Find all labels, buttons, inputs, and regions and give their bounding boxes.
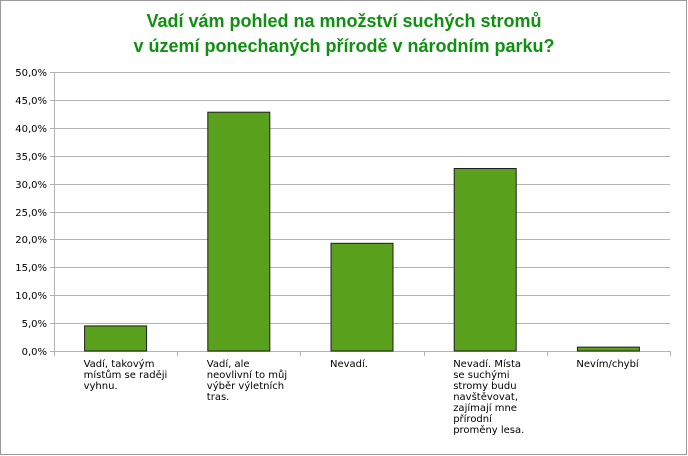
y-tick-label: 35,0%	[15, 152, 47, 163]
bar	[207, 111, 271, 352]
y-tick-label: 20,0%	[15, 235, 47, 246]
bar	[84, 325, 148, 352]
x-category-label-line: Nevadí.	[330, 359, 368, 370]
x-category-label-line: neovlivní to můj	[206, 370, 288, 381]
x-category-label-line: proměny lesa.	[453, 425, 525, 436]
y-tick-label: 45,0%	[15, 96, 47, 107]
x-category-label-line: přírodní	[453, 414, 492, 425]
x-category-label: Nevím/chybí	[576, 359, 676, 370]
x-category-label-line: výběr výletních	[206, 381, 285, 392]
y-tick-label: 25,0%	[15, 208, 47, 219]
x-category-label-line: Vadí, ale	[206, 359, 250, 370]
bar	[576, 346, 640, 352]
y-tick-label: 10,0%	[15, 291, 47, 302]
x-category-label-line: místům se raději	[83, 370, 168, 381]
x-category-label-line: Nevím/chybí	[576, 359, 639, 370]
chart-title-line-2: v území ponechaných přírodě v národním p…	[133, 36, 555, 56]
x-category-label: Nevadí. Místa se suchými stromy budu navště…	[453, 359, 553, 436]
y-tick-label: 15,0%	[15, 263, 47, 274]
x-category-label: Vadí, ale neovlivní to můj výběr výletních…	[207, 359, 307, 403]
x-category-label-line: zajímají mne	[453, 403, 517, 414]
x-category-label-line: Nevadí. Místa	[453, 359, 522, 370]
bar	[330, 242, 394, 352]
y-tick-label: 0,0%	[22, 347, 47, 358]
x-category-label-line: vyhnu.	[83, 381, 118, 392]
chart-title-line-1: Vadí vám pohled na množství suchých stro…	[146, 11, 542, 31]
x-category-label-line: se suchými	[453, 370, 510, 381]
x-category-label: Nevadí.	[330, 359, 430, 370]
y-tick-label: 5,0%	[22, 319, 47, 330]
x-category-label-line: tras.	[206, 392, 230, 403]
y-tick-label: 40,0%	[15, 124, 47, 135]
x-category-label: Vadí, takovým místům se raději vyhnu.	[84, 359, 184, 392]
x-category-label-line: navštěvovat,	[453, 392, 519, 403]
y-tick-label: 30,0%	[15, 180, 47, 191]
bar	[453, 168, 517, 352]
y-tick-label: 50,0%	[15, 68, 47, 79]
x-category-label-line: Vadí, takovým	[83, 359, 155, 370]
x-category-label-line: stromy budu	[453, 381, 517, 392]
